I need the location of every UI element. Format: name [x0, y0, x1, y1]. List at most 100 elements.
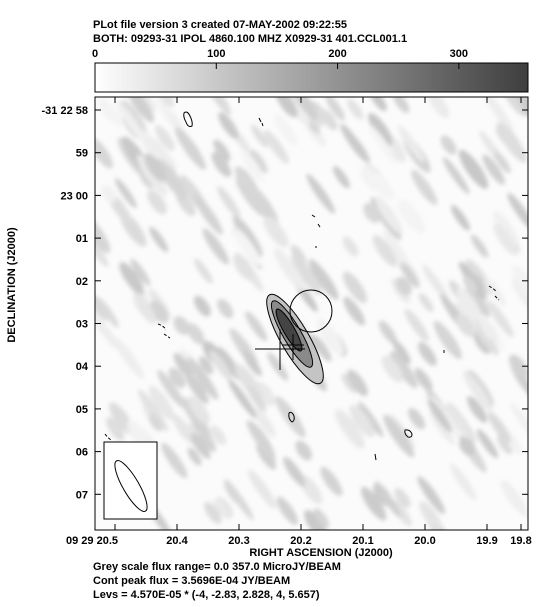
- noise-streak: [172, 414, 196, 445]
- noise-streak: [408, 408, 426, 430]
- noise-streak: [374, 196, 403, 235]
- x-tick-label: 09 29 20.5: [66, 535, 118, 547]
- x-tick-label: 20.3: [228, 535, 249, 547]
- x-tick-label: 19.8: [510, 535, 531, 547]
- noise-streak: [267, 352, 289, 381]
- noise-streak: [313, 508, 330, 528]
- noise-streak: [465, 284, 490, 318]
- noise-streak: [157, 369, 185, 408]
- noise-streak: [273, 113, 298, 146]
- noise-streak: [487, 411, 511, 443]
- noise-streak: [308, 259, 339, 300]
- noise-streak: [347, 369, 368, 397]
- noise-streak: [289, 97, 318, 121]
- noise-streak: [512, 265, 528, 299]
- noise-streak: [427, 97, 450, 118]
- noise-streak: [213, 139, 231, 162]
- beam-ellipse: [114, 460, 148, 512]
- noise-streak: [341, 373, 357, 393]
- noise-streak: [264, 129, 289, 164]
- noise-streak: [462, 275, 477, 293]
- noise-streak: [486, 300, 514, 338]
- noise-streak: [275, 97, 298, 118]
- noise-streak: [433, 320, 462, 360]
- noise-streak: [450, 204, 471, 231]
- colorbar: 0 100 200 300: [92, 48, 529, 93]
- noise-streak: [133, 293, 157, 325]
- noise-streak: [400, 262, 420, 288]
- noise-streak: [500, 480, 528, 517]
- noise-streak: [411, 169, 438, 206]
- noise-streak: [256, 443, 277, 470]
- source-circle-marker: [289, 289, 333, 333]
- contour-level-3: [275, 308, 303, 352]
- noise-streak: [193, 194, 223, 235]
- noise-streak: [246, 420, 276, 462]
- noise-streak: [471, 318, 499, 356]
- noise-streak: [139, 169, 154, 189]
- contour-blob-e: [404, 429, 413, 438]
- noise-streak: [168, 367, 186, 389]
- noise-streak: [320, 109, 338, 131]
- noise-streak: [440, 135, 457, 155]
- noise-streak: [247, 469, 277, 510]
- noise-streak: [194, 258, 213, 284]
- x-tick-label: 20.4: [166, 535, 188, 547]
- contour-blob-b: [258, 117, 264, 127]
- noise-streak: [187, 357, 219, 400]
- noise-streak: [114, 177, 137, 209]
- noise-streak: [152, 137, 177, 172]
- noise-streak: [429, 410, 455, 446]
- noise-streak: [506, 97, 528, 117]
- noise-streak: [418, 293, 434, 313]
- colorbar-tick-label: 0: [92, 48, 98, 60]
- noise-streak: [497, 434, 513, 455]
- noise-streak: [96, 296, 119, 328]
- noise-streak: [482, 154, 505, 185]
- noise-streak: [290, 245, 307, 266]
- noise-streak: [368, 124, 397, 164]
- noise-streak: [456, 287, 482, 321]
- noise-streak: [295, 440, 312, 461]
- noise-streak: [369, 97, 387, 112]
- noise-streak: [232, 215, 263, 257]
- noise-streak: [320, 466, 343, 496]
- noise-streak: [390, 350, 418, 389]
- noise-streak: [249, 149, 268, 174]
- noise-streak: [193, 295, 211, 317]
- footer-flux-range: Grey scale flux range= 0.0 357.0 MicroJY…: [93, 561, 341, 573]
- y-tick-label: 02: [76, 276, 88, 288]
- noise-streak: [372, 234, 397, 267]
- noise-streak: [304, 510, 327, 530]
- noise-streak: [306, 173, 336, 214]
- noise-streak: [105, 417, 125, 441]
- noise-streak: [173, 316, 190, 335]
- noise-streak: [113, 337, 145, 380]
- y-tick-label: 04: [76, 361, 89, 373]
- greyscale-map: [95, 97, 528, 530]
- noise-streak: [459, 436, 476, 456]
- noise-streak: [363, 203, 381, 223]
- noise-streak: [378, 320, 397, 345]
- noise-streak: [466, 396, 488, 423]
- noise-streak: [210, 425, 227, 446]
- noise-streak: [95, 238, 109, 267]
- noise-streak: [501, 97, 525, 116]
- noise-streak: [247, 385, 267, 412]
- noise-streak: [149, 226, 169, 253]
- noise-streak: [374, 481, 402, 518]
- noise-streak: [95, 214, 111, 254]
- footer-levels: Levs = 4.570E-05 * (-4, -2.83, 2.828, 4,…: [93, 589, 320, 601]
- y-tick-label: 06: [76, 447, 88, 459]
- colorbar-ticks: 0 100 200 300: [92, 48, 468, 69]
- beam-box: [103, 441, 158, 520]
- y-tick-label: 03: [76, 319, 88, 331]
- noise-streak: [349, 404, 375, 438]
- noise-streak: [444, 404, 469, 437]
- noise-streak: [204, 501, 222, 524]
- noise-streak: [213, 498, 230, 519]
- noise-streak: [493, 211, 519, 246]
- noise-streak: [299, 474, 323, 505]
- noise-streak: [138, 129, 168, 168]
